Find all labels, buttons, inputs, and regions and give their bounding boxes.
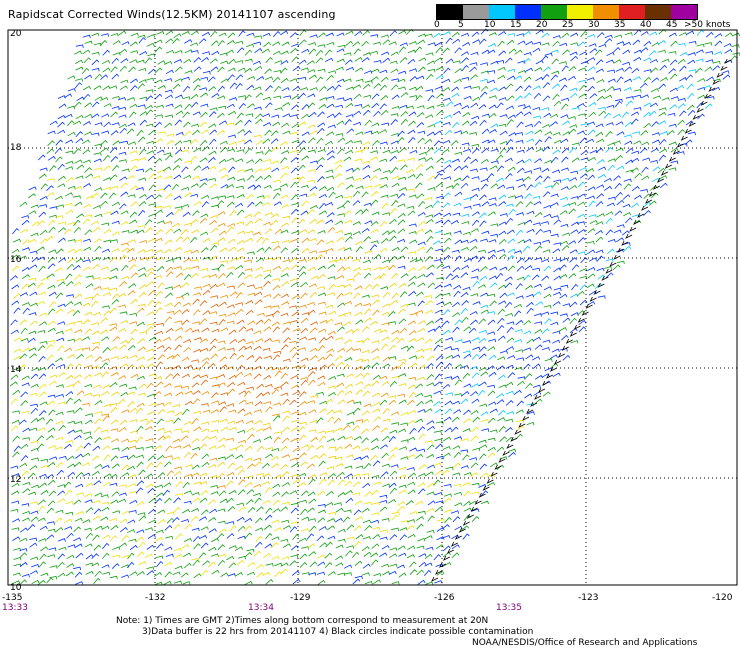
notes: Note: 1) Times are GMT 2)Times along bot… — [116, 616, 533, 638]
lat-lon-grid — [8, 30, 737, 585]
lat-label-10: 10 — [10, 583, 22, 593]
colorbar-swatch — [567, 5, 593, 19]
colorbar-label: 40 — [640, 20, 652, 30]
colorbar-label: 15 — [510, 20, 522, 30]
colorbar-swatch — [619, 5, 645, 19]
colorbar-swatch — [671, 5, 697, 19]
lat-label-18: 18 — [10, 143, 22, 153]
colorbar-swatch — [541, 5, 567, 19]
lat-label-12: 12 — [10, 475, 21, 485]
colorbar-label: 25 — [562, 20, 574, 30]
colorbar-label: 5 — [458, 20, 464, 30]
lat-label-16: 16 — [10, 255, 22, 265]
wind-speed-colorbar — [436, 4, 698, 20]
lat-label-20: 20 — [10, 29, 22, 39]
colorbar-label: 45 — [666, 20, 678, 30]
credit-line: NOAA/NESDIS/Office of Research and Appli… — [472, 638, 698, 648]
lon-label-129: -129 — [290, 593, 311, 603]
time-label-1334: 13:34 — [248, 603, 274, 613]
colorbar-swatch — [515, 5, 541, 19]
colorbar-label: 30 — [588, 20, 600, 30]
colorbar-swatch — [645, 5, 671, 19]
colorbar-label: 0 — [434, 20, 440, 30]
chart-title: Rapidscat Corrected Winds(12.5KM) 201411… — [8, 8, 336, 21]
colorbar-label: 35 — [614, 20, 626, 30]
lat-label-14: 14 — [10, 365, 22, 375]
note-line-1: Note: 1) Times are GMT 2)Times along bot… — [116, 616, 489, 626]
colorbar-label: >50 knots — [684, 20, 731, 30]
colorbar-swatch — [489, 5, 515, 19]
lon-label-132: -132 — [145, 593, 165, 603]
wind-barbs — [9, 28, 740, 586]
lon-label-135: -135 — [2, 593, 22, 603]
time-label-1335: 13:35 — [496, 603, 522, 613]
lon-label-126: -126 — [434, 593, 455, 603]
colorbar-swatch — [463, 5, 489, 19]
time-label-1333: 13:33 — [2, 603, 28, 613]
lon-label-123: -123 — [578, 593, 598, 603]
lon-label-120: -120 — [712, 593, 733, 603]
colorbar-swatch — [437, 5, 463, 19]
map-frame — [7, 29, 738, 586]
colorbar-label: 20 — [536, 20, 548, 30]
note-line-2: 3)Data buffer is 22 hrs from 20141107 4)… — [142, 627, 534, 637]
colorbar-swatch — [593, 5, 619, 19]
colorbar-label: 10 — [484, 20, 496, 30]
colorbar-labels: 0 5 10 15 20 25 30 35 40 45 >50 knots — [434, 20, 740, 32]
